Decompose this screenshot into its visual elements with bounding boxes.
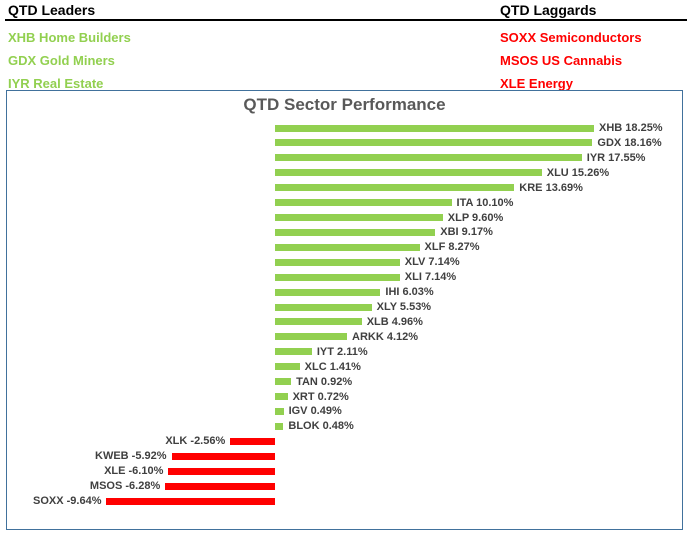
bar-iyr: [275, 154, 582, 162]
bar-xlv: [275, 258, 400, 266]
leaders-title: QTD Leaders: [8, 2, 96, 18]
bar-label-xli: XLI 7.14%: [404, 271, 457, 284]
bar-label-xlb: XLB 4.96%: [366, 315, 423, 328]
plot-area: XHB 18.25% GDX 18.16% IYR 17.55% XLU 15.26%…: [7, 91, 682, 529]
bar-xlu: [275, 169, 542, 177]
chart-title: QTD Sector Performance: [243, 95, 446, 114]
leaders-panel: QTD Leaders XHB Home Builders GDX Gold M…: [8, 2, 131, 95]
bar-kre: [275, 184, 515, 192]
bar-gdx: [275, 139, 593, 147]
bar-label-xly: XLY 5.53%: [376, 301, 432, 314]
bar-xrt: [275, 393, 288, 401]
chart-frame: QTD Sector Performance XHB 18.25% GDX 18.…: [6, 90, 683, 530]
bar-label-xhb: XHB 18.25%: [599, 122, 663, 134]
bar-label-ita: ITA 10.10%: [456, 196, 514, 209]
bar-label-ihi: IHI 6.03%: [385, 286, 434, 299]
bar-label-igv: IGV 0.49%: [288, 405, 342, 418]
bar-xbi: [275, 228, 436, 236]
bar-label-soxx: SOXX -9.64%: [33, 495, 102, 507]
leaders-list: XHB Home Builders GDX Gold Miners IYR Re…: [8, 26, 131, 95]
bar-iyt: [275, 348, 312, 356]
laggards-list: SOXX Semiconductors MSOS US Cannabis XLE…: [500, 26, 642, 95]
laggards-panel: QTD Laggards SOXX Semiconductors MSOS US…: [500, 2, 642, 95]
laggard-item: SOXX Semiconductors: [500, 30, 642, 45]
bar-label-arkk: ARKK 4.12%: [352, 330, 419, 343]
bar-label-xlu: XLU 15.26%: [546, 166, 610, 179]
bar-label-xbi: XBI 9.17%: [440, 226, 493, 239]
bar-igv: [275, 407, 284, 415]
bar-xle: [168, 467, 275, 475]
bar-msos: [165, 482, 275, 490]
bar-soxx: [106, 497, 275, 505]
bar-label-xle: XLE -6.10%: [104, 465, 164, 478]
leader-item: GDX Gold Miners: [8, 53, 115, 68]
bar-label-iyr: IYR 17.55%: [586, 151, 646, 164]
leader-item: XHB Home Builders: [8, 30, 131, 45]
laggards-title: QTD Laggards: [500, 2, 597, 18]
bar-xlp: [275, 214, 443, 222]
bar-tan: [275, 378, 292, 386]
laggard-item: XLE Energy: [500, 76, 573, 91]
bar-label-msos: MSOS -6.28%: [89, 480, 161, 493]
bar-label-kweb: KWEB -5.92%: [95, 450, 167, 463]
bar-blok: [275, 422, 284, 430]
bar-label-gdx: GDX 18.16%: [597, 136, 662, 149]
bar-xlc: [275, 363, 300, 371]
bar-ihi: [275, 288, 381, 296]
bar-kweb: [171, 452, 275, 460]
bar-label-xlf: XLF 8.27%: [424, 241, 480, 254]
bar-xli: [275, 273, 400, 281]
leader-item: IYR Real Estate: [8, 76, 104, 91]
bar-label-iyt: IYT 2.11%: [316, 345, 368, 358]
bar-label-blok: BLOK 0.48%: [288, 420, 354, 433]
laggard-item: MSOS US Cannabis: [500, 53, 623, 68]
bar-label-kre: KRE 13.69%: [519, 181, 583, 194]
bar-label-xlk: XLK -2.56%: [165, 435, 226, 448]
bar-xly: [275, 303, 372, 311]
bar-xhb: [275, 124, 594, 132]
bar-xlk: [230, 437, 275, 445]
bar-ita: [275, 199, 452, 207]
header-divider: [5, 19, 687, 21]
bar-xlb: [275, 318, 362, 326]
bar-arkk: [275, 333, 348, 341]
bar-label-xrt: XRT 0.72%: [292, 390, 349, 403]
bar-label-xlc: XLC 1.41%: [304, 360, 361, 373]
bar-label-xlv: XLV 7.14%: [404, 256, 460, 269]
bar-label-xlp: XLP 9.60%: [447, 211, 504, 224]
bar-label-tan: TAN 0.92%: [296, 375, 353, 388]
bar-xlf: [275, 243, 420, 251]
